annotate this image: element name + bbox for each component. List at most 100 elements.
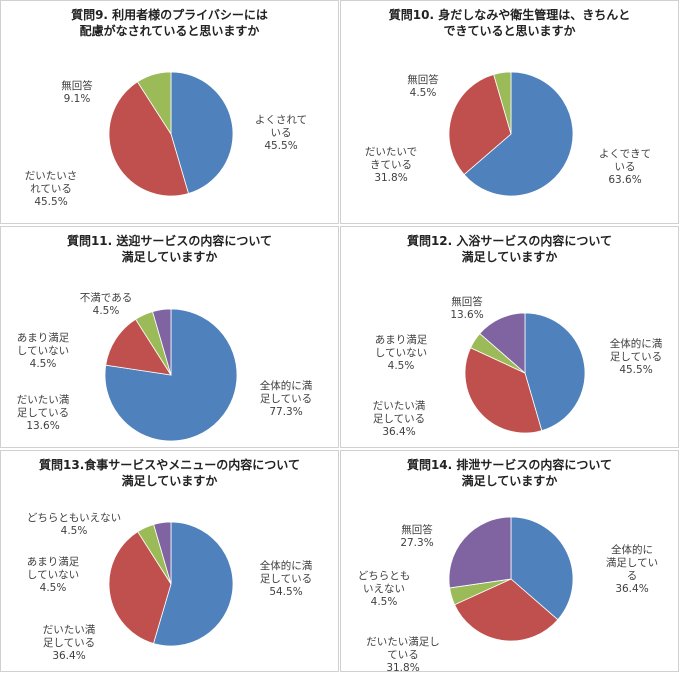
slice-pct: 45.5%: [619, 364, 653, 376]
slice-pct: 4.5%: [409, 87, 437, 99]
pie-slice-0: [153, 521, 234, 647]
pie-slice-3: [153, 521, 172, 585]
pie-slice-0: [463, 71, 574, 197]
slice-pct: 54.5%: [269, 586, 303, 598]
slice-pct: 36.4%: [52, 650, 86, 662]
pie-slice-1: [105, 318, 172, 376]
slice-name: よくできて いる: [598, 148, 652, 173]
slice-label: だいたい満 足している 36.4%: [29, 611, 109, 663]
chart-panel-q12: 質問12. 入浴サービスの内容について 満足していますか 全体的に満 足している…: [340, 226, 679, 448]
slice-pct: 45.5%: [34, 196, 68, 208]
slice-pct: 13.6%: [26, 420, 60, 432]
pie-slice-1: [448, 73, 512, 176]
slice-pct: 4.5%: [29, 358, 57, 370]
slice-pct: 4.5%: [370, 596, 398, 608]
slice-name: 不満である: [79, 292, 133, 304]
slice-label: 不満である 4.5%: [71, 279, 141, 318]
chart-title: 質問13.食事サービスやメニューの内容について 満足していますか: [39, 458, 300, 488]
slice-label: よくされて いる 45.5%: [251, 101, 311, 153]
slice-name: だいたい満 足している: [16, 394, 70, 419]
slice-label: だいたいさ れている 45.5%: [21, 157, 81, 209]
slice-name: 無回答: [401, 524, 433, 536]
pie-slice-0: [170, 71, 234, 194]
pie-slice-2: [493, 71, 512, 135]
pie-slice-0: [510, 516, 574, 621]
slice-name: 無回答: [451, 296, 483, 308]
slice-name: だいたい満 足している: [372, 400, 426, 425]
slice-pct: 36.4%: [615, 583, 649, 595]
pie-slice-1: [464, 347, 543, 434]
slice-name: 全体的に満 足している: [609, 338, 663, 363]
chart-title: 質問10. 身だしなみや衛生管理は、きちんと できていると思いますか: [388, 8, 631, 38]
pie-chart: [448, 516, 574, 642]
pie-slice-2: [136, 71, 172, 136]
pie-slice-1: [454, 578, 559, 642]
pie-chart: [448, 71, 574, 197]
slice-pct: 63.6%: [608, 174, 642, 186]
slice-label: あまり満足 していない 4.5%: [361, 321, 441, 373]
slice-name: 無回答: [407, 74, 439, 86]
pie-chart: [104, 308, 238, 442]
slice-label: あまり満足 していない 4.5%: [13, 543, 93, 595]
slice-pct: 13.6%: [450, 309, 484, 321]
slice-label: 全体的に 満足してい る 36.4%: [597, 531, 667, 596]
slice-label: 無回答 27.3%: [387, 511, 447, 550]
slice-pct: 4.5%: [39, 582, 67, 594]
slice-name: あまり満足 していない: [26, 556, 80, 581]
slice-label: 全体的に満 足している 77.3%: [251, 367, 321, 419]
slice-pct: 4.5%: [60, 525, 88, 537]
slice-name: だいたいさ れている: [24, 170, 78, 195]
slice-pct: 4.5%: [92, 305, 120, 317]
slice-label: 全体的に満 足している 45.5%: [601, 325, 671, 377]
slice-name: 全体的に満 足している: [259, 560, 313, 585]
slice-label: どちらともいえない 4.5%: [19, 499, 129, 538]
pie-chart: [108, 71, 234, 197]
slice-name: だいたいで きている: [364, 146, 418, 171]
slice-pct: 4.5%: [387, 360, 415, 372]
slice-pct: 45.5%: [264, 140, 298, 152]
slice-name: だいたい満足し ている: [366, 636, 440, 661]
slice-name: 全体的に 満足してい る: [605, 544, 659, 582]
slice-label: だいたい満足し ている 31.8%: [353, 623, 453, 675]
slice-name: 無回答: [61, 80, 93, 92]
slice-pct: 27.3%: [400, 537, 434, 549]
slice-label: あまり満足 していない 4.5%: [3, 319, 83, 371]
slice-label: 全体的に満 足している 54.5%: [251, 547, 321, 599]
chart-panel-q10: 質問10. 身だしなみや衛生管理は、きちんと できていると思いますか よくできて…: [340, 0, 679, 224]
chart-title: 質問9. 利用者様のプライバシーには 配慮がなされていると思いますか: [71, 8, 268, 38]
slice-label: だいたい満 足している 13.6%: [3, 381, 83, 433]
chart-title: 質問11. 送迎サービスの内容について 満足していますか: [66, 234, 273, 264]
pie-slice-0: [524, 312, 586, 432]
chart-title: 質問14. 排泄サービスの内容について 満足していますか: [406, 458, 613, 488]
slice-name: あまり満足 していない: [374, 334, 428, 359]
slice-label: だいたい満 足している 36.4%: [359, 387, 439, 439]
slice-label: どちらとも いえない 4.5%: [349, 557, 419, 609]
chart-panel-q13: 質問13.食事サービスやメニューの内容について 満足していますか 全体的に満 足…: [0, 450, 339, 672]
chart-panel-q9: 質問9. 利用者様のプライバシーには 配慮がなされていると思いますか よくされて…: [0, 0, 339, 224]
pie-slice-3: [479, 312, 526, 374]
pie-chart: [108, 521, 234, 647]
slice-name: あまり満足 していない: [16, 332, 70, 357]
slice-pct: 31.8%: [386, 662, 420, 674]
pie-chart: [464, 312, 586, 434]
pie-slice-3: [448, 516, 512, 589]
slice-name: だいたい満 足している: [42, 624, 96, 649]
slice-name: 全体的に満 足している: [259, 380, 313, 405]
chart-panel-q11: 質問11. 送迎サービスの内容について 満足していますか 全体的に満 足している…: [0, 226, 339, 448]
slice-label: 無回答 9.1%: [53, 67, 101, 106]
pie-slice-3: [152, 308, 172, 376]
slice-pct: 77.3%: [269, 406, 303, 418]
slice-name: どちらともいえない: [26, 512, 122, 524]
slice-label: 無回答 13.6%: [437, 283, 497, 322]
slice-label: 無回答 4.5%: [399, 61, 447, 100]
slice-label: よくできて いる 63.6%: [595, 135, 655, 187]
pie-slice-1: [108, 81, 189, 197]
chart-panel-q14: 質問14. 排泄サービスの内容について 満足していますか 全体的に 満足してい …: [340, 450, 679, 675]
slice-label: だいたいで きている 31.8%: [361, 133, 421, 185]
slice-pct: 36.4%: [382, 426, 416, 438]
slice-name: よくされて いる: [254, 114, 308, 139]
slice-name: どちらとも いえない: [357, 570, 411, 595]
chart-title: 質問12. 入浴サービスの内容について 満足していますか: [406, 234, 613, 264]
slice-pct: 31.8%: [374, 172, 408, 184]
slice-pct: 9.1%: [63, 93, 91, 105]
